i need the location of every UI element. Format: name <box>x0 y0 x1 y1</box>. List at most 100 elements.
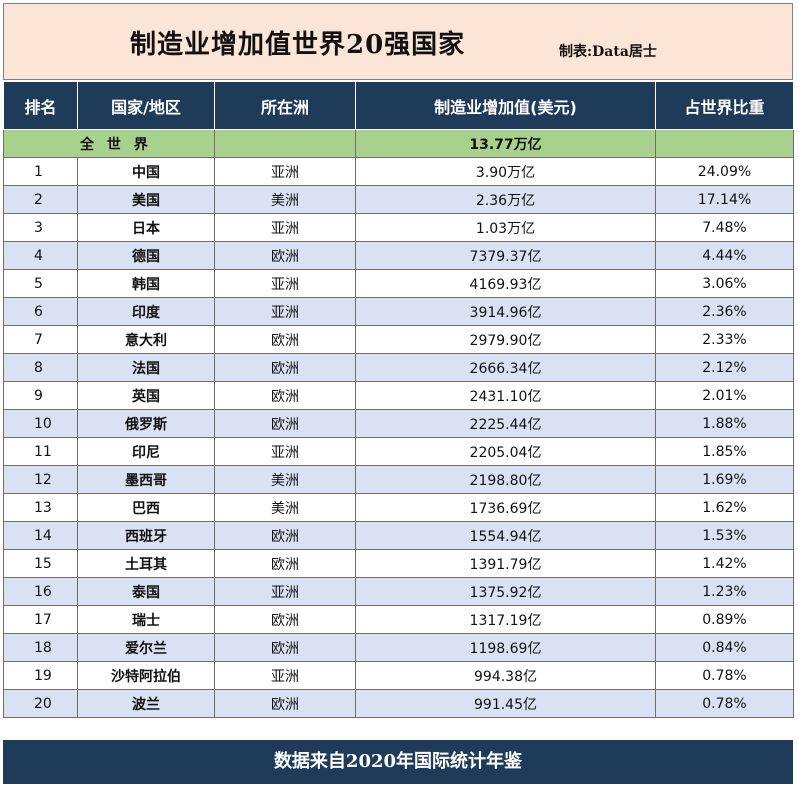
rank-cell: 17 <box>3 605 78 634</box>
table-row: 9 英国 欧洲 2431.10亿 2.01% <box>3 381 794 410</box>
table-row: 4 德国 欧洲 7379.37亿 4.44% <box>3 241 794 270</box>
country-cell: 土耳其 <box>77 549 215 578</box>
continent-cell: 亚洲 <box>214 661 356 690</box>
table-row: 1 中国 亚洲 3.90万亿 24.09% <box>3 157 794 186</box>
country-cell: 法国 <box>77 353 215 382</box>
share-cell: 0.78% <box>655 689 794 718</box>
value-cell: 2666.34亿 <box>355 353 656 382</box>
value-cell: 2431.10亿 <box>355 381 656 410</box>
rank-cell: 14 <box>3 521 78 550</box>
header-continent: 所在洲 <box>214 81 356 130</box>
value-cell: 3914.96亿 <box>355 297 656 326</box>
table-row: 12 墨西哥 美洲 2198.80亿 1.69% <box>3 465 794 494</box>
share-cell: 2.33% <box>655 325 794 354</box>
country-cell: 中国 <box>77 157 215 186</box>
country-cell: 俄罗斯 <box>77 409 215 438</box>
table-row: 18 爱尔兰 欧洲 1198.69亿 0.84% <box>3 633 794 662</box>
continent-cell: 欧洲 <box>214 381 356 410</box>
table-row: 19 沙特阿拉伯 亚洲 994.38亿 0.78% <box>3 661 794 690</box>
rank-cell: 3 <box>3 213 78 242</box>
table-row: 7 意大利 欧洲 2979.90亿 2.33% <box>3 325 794 354</box>
title-bar: 制造业增加值世界20强国家 制表:Data居士 <box>3 3 793 80</box>
share-cell: 7.48% <box>655 213 794 242</box>
share-cell: 2.01% <box>655 381 794 410</box>
continent-cell: 欧洲 <box>214 353 356 382</box>
country-cell: 美国 <box>77 185 215 214</box>
header-value: 制造业增加值(美元) <box>355 81 656 130</box>
rank-cell: 11 <box>3 437 78 466</box>
continent-cell: 亚洲 <box>214 577 356 606</box>
world-total-row: 全 世 界 13.77万亿 <box>3 129 794 158</box>
share-cell: 1.23% <box>655 577 794 606</box>
share-cell: 2.12% <box>655 353 794 382</box>
country-cell: 印度 <box>77 297 215 326</box>
rank-cell: 6 <box>3 297 78 326</box>
rank-cell: 20 <box>3 689 78 718</box>
rank-cell: 15 <box>3 549 78 578</box>
header-rank: 排名 <box>3 81 78 130</box>
rank-cell: 12 <box>3 465 78 494</box>
page-title: 制造业增加值世界20强国家 <box>130 30 466 60</box>
continent-cell: 欧洲 <box>214 633 356 662</box>
table-row: 15 土耳其 欧洲 1391.79亿 1.42% <box>3 549 794 578</box>
country-cell: 西班牙 <box>77 521 215 550</box>
rank-cell: 18 <box>3 633 78 662</box>
ranking-table: 排名 国家/地区 所在洲 制造业增加值(美元) 占世界比重 全 世 界 13.7… <box>3 81 794 718</box>
share-cell: 0.78% <box>655 661 794 690</box>
continent-cell: 欧洲 <box>214 409 356 438</box>
country-cell: 意大利 <box>77 325 215 354</box>
continent-cell: 美洲 <box>214 493 356 522</box>
table-row: 5 韩国 亚洲 4169.93亿 3.06% <box>3 269 794 298</box>
share-cell: 1.88% <box>655 409 794 438</box>
value-cell: 2225.44亿 <box>355 409 656 438</box>
value-cell: 2198.80亿 <box>355 465 656 494</box>
share-cell: 1.69% <box>655 465 794 494</box>
continent-cell: 欧洲 <box>214 549 356 578</box>
rank-cell: 1 <box>3 157 78 186</box>
table-row: 8 法国 欧洲 2666.34亿 2.12% <box>3 353 794 382</box>
country-cell: 印尼 <box>77 437 215 466</box>
table-row: 2 美国 美洲 2.36万亿 17.14% <box>3 185 794 214</box>
share-cell: 2.36% <box>655 297 794 326</box>
rank-cell: 19 <box>3 661 78 690</box>
continent-cell: 欧洲 <box>214 689 356 718</box>
world-continent-cell <box>214 129 356 158</box>
table-row: 14 西班牙 欧洲 1554.94亿 1.53% <box>3 521 794 550</box>
rank-cell: 8 <box>3 353 78 382</box>
share-cell: 17.14% <box>655 185 794 214</box>
continent-cell: 美洲 <box>214 465 356 494</box>
country-cell: 爱尔兰 <box>77 633 215 662</box>
country-cell: 波兰 <box>77 689 215 718</box>
table-row: 10 俄罗斯 欧洲 2225.44亿 1.88% <box>3 409 794 438</box>
value-cell: 994.38亿 <box>355 661 656 690</box>
rank-cell: 13 <box>3 493 78 522</box>
header-share: 占世界比重 <box>655 81 794 130</box>
country-cell: 沙特阿拉伯 <box>77 661 215 690</box>
rank-cell: 10 <box>3 409 78 438</box>
rank-cell: 5 <box>3 269 78 298</box>
value-cell: 3.90万亿 <box>355 157 656 186</box>
continent-cell: 亚洲 <box>214 297 356 326</box>
continent-cell: 亚洲 <box>214 437 356 466</box>
continent-cell: 亚洲 <box>214 157 356 186</box>
value-cell: 1554.94亿 <box>355 521 656 550</box>
country-cell: 巴西 <box>77 493 215 522</box>
continent-cell: 欧洲 <box>214 521 356 550</box>
rank-cell: 7 <box>3 325 78 354</box>
share-cell: 1.62% <box>655 493 794 522</box>
rank-cell: 16 <box>3 577 78 606</box>
value-cell: 2205.04亿 <box>355 437 656 466</box>
continent-cell: 欧洲 <box>214 241 356 270</box>
value-cell: 7379.37亿 <box>355 241 656 270</box>
country-cell: 韩国 <box>77 269 215 298</box>
share-cell: 1.42% <box>655 549 794 578</box>
value-cell: 1736.69亿 <box>355 493 656 522</box>
continent-cell: 美洲 <box>214 185 356 214</box>
share-cell: 1.85% <box>655 437 794 466</box>
value-cell: 2979.90亿 <box>355 325 656 354</box>
source-footer: 数据来自2020年国际统计年鉴 <box>3 740 793 784</box>
value-cell: 1375.92亿 <box>355 577 656 606</box>
world-share-cell <box>655 129 794 158</box>
table-row: 20 波兰 欧洲 991.45亿 0.78% <box>3 689 794 718</box>
share-cell: 24.09% <box>655 157 794 186</box>
